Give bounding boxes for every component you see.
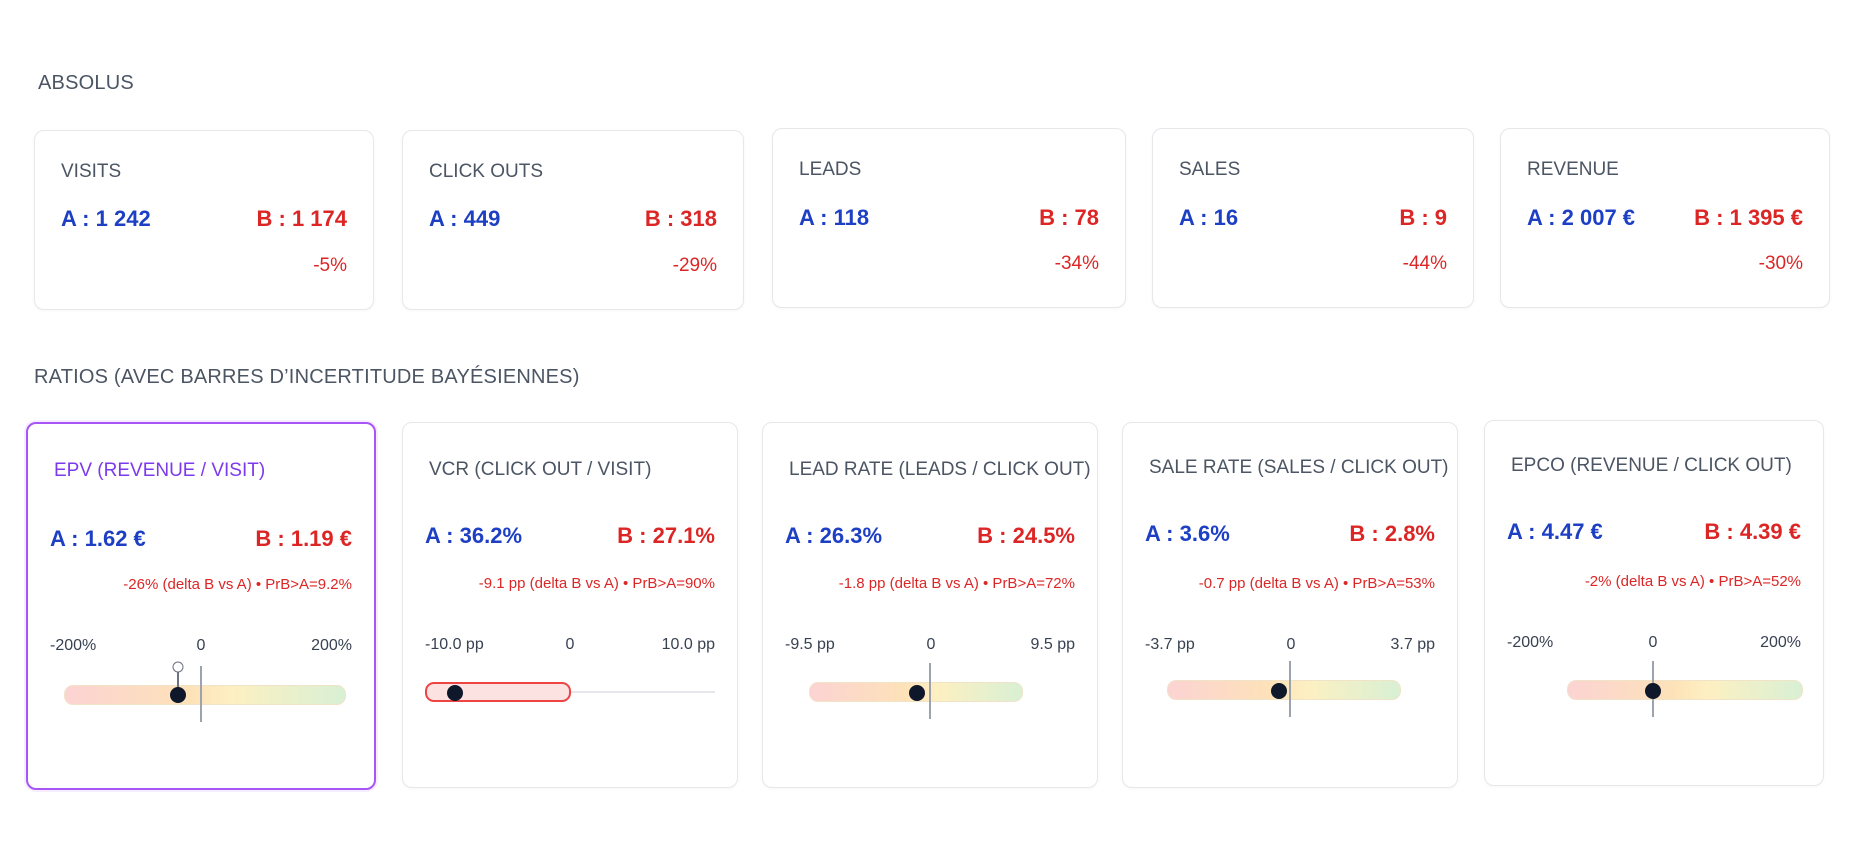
ratio-card-sale-rate[interactable]: SALE RATE (SALES / CLICK OUT) A : 3.6% B…: [1122, 422, 1458, 788]
scale-min-label: -200%: [1507, 634, 1554, 651]
delta-percent: -44%: [1402, 253, 1447, 274]
value-b: B : 4.39 €: [1704, 519, 1801, 544]
value-a: A : 26.3%: [785, 523, 883, 548]
scale-max-label: 3.7 pp: [1390, 636, 1435, 653]
value-a: A : 1 242: [61, 206, 151, 231]
point-estimate-marker: [447, 685, 463, 701]
delta-summary: -1.8 pp (delta B vs A) • PrB>A=72%: [838, 575, 1075, 592]
value-a: A : 4.47 €: [1507, 519, 1603, 544]
card-title: EPV (REVENUE / VISIT): [54, 460, 266, 481]
value-a: A : 16: [1179, 205, 1239, 230]
scale-max-label: 200%: [311, 637, 352, 654]
point-estimate-marker: [909, 685, 925, 701]
zero-line: [929, 663, 931, 719]
metric-card-click-outs[interactable]: CLICK OUTS A : 449 B : 318 -29%: [402, 130, 744, 310]
scale-max-label: 9.5 pp: [1030, 636, 1075, 653]
value-a: A : 1.62 €: [50, 526, 146, 551]
ratio-card-epv[interactable]: EPV (REVENUE / VISIT) A : 1.62 € B : 1.1…: [26, 422, 376, 790]
ratio-card-epco[interactable]: EPCO (REVENUE / CLICK OUT) A : 4.47 € B …: [1484, 420, 1824, 786]
value-a: A : 2 007 €: [1527, 205, 1636, 230]
value-b: B : 27.1%: [617, 523, 715, 548]
card-title: CLICK OUTS: [429, 161, 544, 182]
metric-card-leads[interactable]: LEADS A : 118 B : 78 -34%: [772, 128, 1126, 308]
uncertainty-bar: [1567, 680, 1803, 700]
delta-percent: -30%: [1758, 253, 1803, 274]
value-a: A : 3.6%: [1145, 521, 1230, 546]
value-b: B : 24.5%: [977, 523, 1075, 548]
card-title: VCR (CLICK OUT / VISIT): [429, 459, 652, 480]
metric-card-sales[interactable]: SALES A : 16 B : 9 -44%: [1152, 128, 1474, 308]
ratio-card-lead-rate[interactable]: LEAD RATE (LEADS / CLICK OUT) A : 26.3% …: [762, 422, 1098, 788]
value-b: B : 1 174: [256, 206, 348, 231]
delta-summary: -26% (delta B vs A) • PrB>A=9.2%: [123, 576, 352, 593]
ratio-card-vcr[interactable]: VCR (CLICK OUT / VISIT) A : 36.2% B : 27…: [402, 422, 738, 788]
value-a: A : 449: [429, 206, 501, 231]
delta-percent: -29%: [672, 255, 717, 276]
scale-min-label: -200%: [50, 637, 97, 654]
value-b: B : 318: [644, 206, 717, 231]
delta-summary: -2% (delta B vs A) • PrB>A=52%: [1584, 573, 1801, 590]
point-estimate-marker: [1645, 683, 1661, 699]
cursor-handle[interactable]: [172, 661, 184, 673]
card-title: REVENUE: [1527, 159, 1619, 180]
uncertainty-bar: [64, 685, 346, 705]
delta-percent: -5%: [313, 255, 347, 276]
scale-max-label: 200%: [1760, 634, 1801, 651]
value-b: B : 2.8%: [1349, 521, 1435, 546]
scale-zero-label: 0: [926, 636, 936, 653]
card-title: VISITS: [61, 161, 122, 182]
card-title: LEADS: [799, 159, 862, 180]
delta-summary: -0.7 pp (delta B vs A) • PrB>A=53%: [1198, 575, 1435, 592]
card-title: LEAD RATE (LEADS / CLICK OUT): [789, 459, 1091, 480]
marker-stem: [177, 668, 179, 692]
value-a: A : 118: [799, 205, 870, 230]
metric-card-visits[interactable]: VISITS A : 1 242 B : 1 174 -5%: [34, 130, 374, 310]
card-title: SALES: [1179, 159, 1241, 180]
card-title: SALE RATE (SALES / CLICK OUT): [1149, 457, 1449, 478]
card-title: EPCO (REVENUE / CLICK OUT): [1511, 455, 1792, 476]
value-b: B : 9: [1399, 205, 1447, 230]
point-estimate-marker: [170, 687, 186, 703]
section-title-ratios: RATIOS (AVEC BARRES D’INCERTITUDE BAYÉSI…: [34, 366, 580, 388]
value-b: B : 1 395 €: [1694, 205, 1803, 230]
point-estimate-marker: [1271, 683, 1287, 699]
scale-min-label: -3.7 pp: [1145, 636, 1195, 653]
scale-zero-label: 0: [1648, 634, 1658, 651]
delta-summary: -9.1 pp (delta B vs A) • PrB>A=90%: [478, 575, 715, 592]
scale-zero-label: 0: [1286, 636, 1296, 653]
value-b: B : 1.19 €: [255, 526, 352, 551]
value-b: B : 78: [1039, 205, 1099, 230]
zero-line: [1289, 661, 1291, 717]
zero-line: [200, 666, 202, 722]
scale-max-label: 10.0 pp: [661, 636, 715, 653]
value-a: A : 36.2%: [425, 523, 523, 548]
metric-card-revenue[interactable]: REVENUE A : 2 007 € B : 1 395 € -30%: [1500, 128, 1830, 308]
section-title-absolus: ABSOLUS: [38, 72, 134, 94]
scale-zero-label: 0: [196, 637, 206, 654]
scale-zero-label: 0: [565, 636, 575, 653]
delta-percent: -34%: [1054, 253, 1099, 274]
scale-min-label: -9.5 pp: [785, 636, 835, 653]
scale-min-label: -10.0 pp: [425, 636, 484, 653]
